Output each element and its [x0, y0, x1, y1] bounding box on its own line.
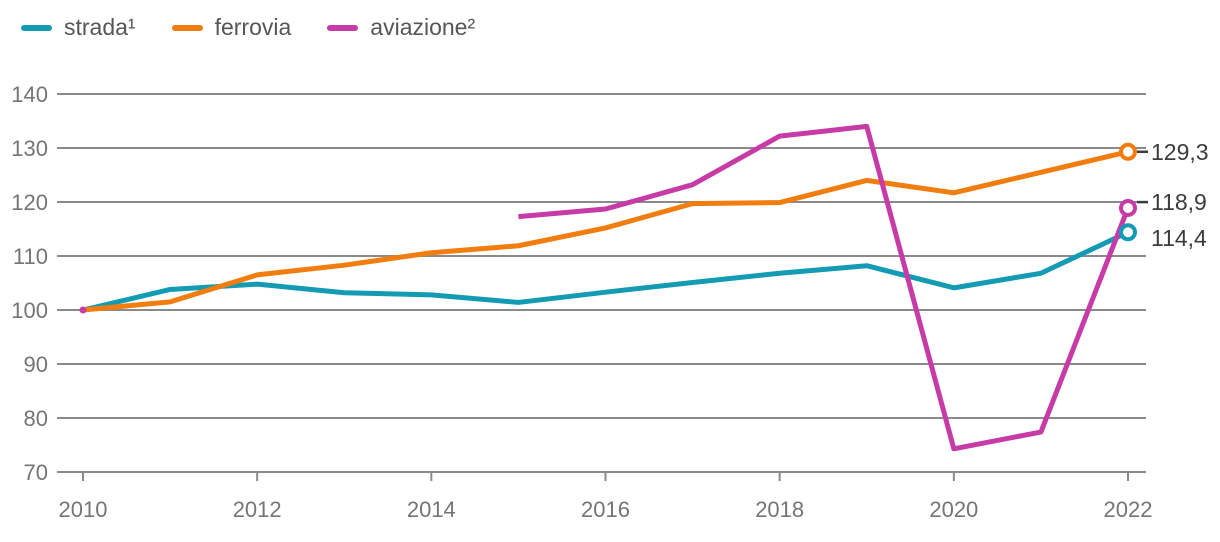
end-value-label-aviazione: 118,9	[1151, 189, 1207, 215]
strada-legend-label: strada¹	[64, 14, 136, 40]
x-tick-label: 2010	[59, 497, 108, 522]
end-marker-ferrovia	[1119, 142, 1137, 161]
x-tick-label: 2014	[407, 497, 456, 522]
ferrovia-legend-label: ferrovia	[214, 14, 292, 40]
x-tick-label: 2018	[755, 497, 804, 522]
series-line-ferrovia	[82, 149, 1129, 313]
y-tick-label: 100	[11, 298, 48, 323]
legend: strada¹ ferrovia aviazione²	[21, 16, 475, 39]
x-tick-label: 2016	[581, 497, 630, 522]
end-value-label-strada: 114,4	[1151, 225, 1207, 251]
series-line-aviazione	[518, 123, 1131, 452]
y-tick-label: 140	[11, 82, 48, 107]
legend-item-strada: strada¹	[21, 16, 136, 39]
series-point-aviazione	[79, 306, 87, 314]
strada-swatch	[21, 24, 52, 31]
y-tick-label: 70	[24, 460, 48, 485]
legend-item-ferrovia: ferrovia	[171, 14, 292, 40]
y-tick-label: 110	[13, 244, 48, 269]
x-tick-label: 2020	[929, 497, 978, 522]
aviazione-legend-label: aviazione²	[370, 14, 476, 40]
y-tick-label: 80	[24, 406, 48, 431]
y-tick-label: 130	[11, 136, 48, 161]
series-line-strada	[82, 229, 1130, 313]
end-value-label-ferrovia: 129,3	[1151, 139, 1209, 165]
y-tick-label: 90	[24, 352, 48, 377]
ferrovia-swatch	[171, 24, 203, 31]
y-tick-label: 120	[11, 190, 48, 215]
x-tick-label: 2012	[233, 497, 282, 522]
aviazione-swatch	[327, 24, 359, 31]
x-tick-label: 2022	[1104, 497, 1153, 522]
legend-item-aviazione: aviazione²	[327, 16, 475, 39]
end-marker-strada	[1119, 223, 1137, 242]
end-marker-aviazione	[1119, 198, 1137, 217]
